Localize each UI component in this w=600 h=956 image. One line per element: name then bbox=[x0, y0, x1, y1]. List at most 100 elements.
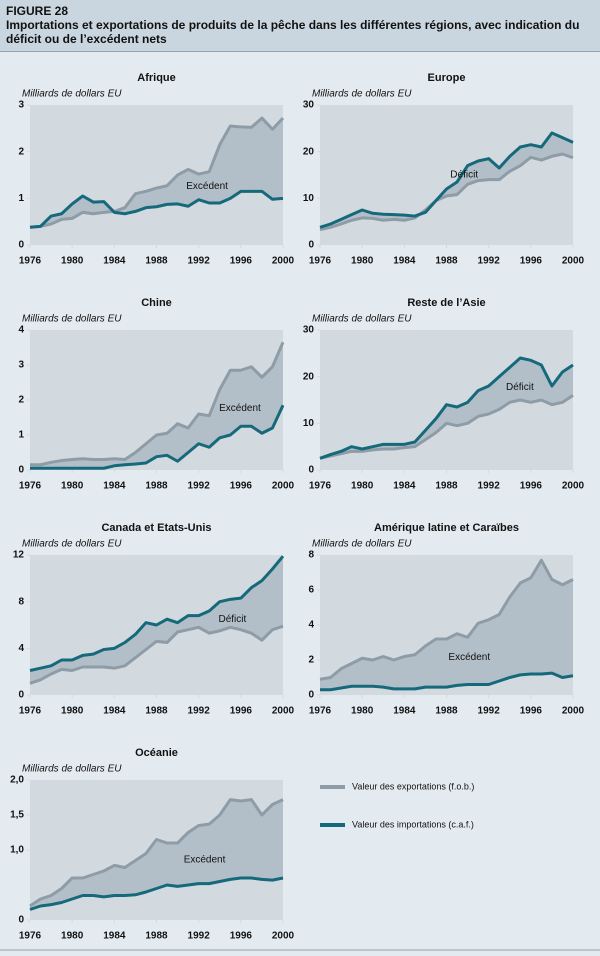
y-tick-label: 2,0 bbox=[10, 775, 24, 786]
annotation: Déficit bbox=[506, 382, 534, 393]
y-tick-label: 4 bbox=[18, 325, 24, 336]
y-tick-label: 0 bbox=[18, 240, 24, 251]
series-line bbox=[319, 558, 574, 681]
x-tick-label: 1992 bbox=[188, 931, 211, 942]
x-tick-label: 1992 bbox=[478, 706, 501, 717]
x-tick-label: 1996 bbox=[230, 256, 253, 267]
x-tick-label: 1988 bbox=[435, 706, 458, 717]
x-tick-label: 1976 bbox=[19, 706, 42, 717]
y-tick-label: 30 bbox=[303, 100, 315, 111]
gap-fill bbox=[320, 358, 573, 459]
x-tick-label: 1976 bbox=[19, 481, 42, 492]
y-axis-label: Milliards de dollars EU bbox=[312, 314, 412, 325]
series-line bbox=[319, 152, 574, 232]
x-tick-label: 1988 bbox=[435, 256, 458, 267]
x-tick-label: 1984 bbox=[103, 931, 126, 942]
x-tick-label: 1992 bbox=[188, 481, 211, 492]
x-tick-label: 1980 bbox=[61, 706, 84, 717]
chart-title: Océanie bbox=[135, 747, 178, 759]
x-tick-label: 1988 bbox=[145, 706, 168, 717]
y-tick-label: 10 bbox=[303, 193, 315, 204]
y-tick-label: 1 bbox=[18, 430, 24, 441]
annotation: Excédent bbox=[219, 403, 261, 414]
y-tick-label: 2 bbox=[18, 146, 24, 157]
y-axis-label: Milliards de dollars EU bbox=[22, 314, 122, 325]
x-tick-label: 1976 bbox=[19, 256, 42, 267]
x-tick-label: 2000 bbox=[562, 481, 585, 492]
x-tick-label: 1980 bbox=[351, 256, 374, 267]
y-tick-label: 2 bbox=[308, 655, 314, 666]
header: FIGURE 28 Importations et exportations d… bbox=[0, 0, 600, 52]
x-tick-label: 1980 bbox=[61, 256, 84, 267]
annotation: Excédent bbox=[448, 652, 490, 663]
x-tick-label: 1992 bbox=[188, 256, 211, 267]
x-tick-label: 1980 bbox=[351, 481, 374, 492]
x-tick-label: 2000 bbox=[272, 706, 295, 717]
y-tick-label: 8 bbox=[18, 596, 24, 607]
series-line bbox=[29, 189, 284, 229]
annotation: Déficit bbox=[219, 614, 247, 625]
series-line bbox=[319, 356, 574, 460]
series-line bbox=[29, 876, 284, 911]
x-tick-label: 1980 bbox=[351, 706, 374, 717]
x-tick-label: 1996 bbox=[230, 481, 253, 492]
y-tick-label: 0 bbox=[18, 465, 24, 476]
x-tick-label: 1988 bbox=[145, 931, 168, 942]
series-line bbox=[29, 798, 284, 908]
x-tick-label: 1984 bbox=[393, 481, 416, 492]
x-tick-label: 1976 bbox=[19, 931, 42, 942]
y-tick-label: 6 bbox=[308, 585, 314, 596]
legend-label: Valeur des exportations (f.o.b.) bbox=[352, 781, 474, 791]
y-axis-label: Milliards de dollars EU bbox=[22, 764, 122, 775]
x-tick-label: 1976 bbox=[309, 256, 332, 267]
chart-title: Amérique latine et Caraïbes bbox=[374, 522, 519, 534]
x-tick-label: 1988 bbox=[145, 481, 168, 492]
annotation: Excédent bbox=[184, 854, 226, 865]
y-tick-label: 4 bbox=[308, 620, 314, 631]
x-tick-label: 1996 bbox=[230, 706, 253, 717]
figure-title: Importations et exportations de produits… bbox=[6, 18, 580, 46]
series-line bbox=[30, 341, 285, 467]
chart-title: Afrique bbox=[137, 72, 176, 84]
x-tick-label: 1984 bbox=[103, 706, 126, 717]
x-tick-label: 2000 bbox=[272, 256, 295, 267]
plot-area bbox=[320, 105, 573, 245]
y-tick-label: 0 bbox=[308, 690, 314, 701]
y-tick-label: 3 bbox=[18, 360, 24, 371]
x-tick-label: 2000 bbox=[272, 931, 295, 942]
y-tick-label: 20 bbox=[303, 146, 315, 157]
gap-fill bbox=[30, 799, 283, 910]
chart-title: Europe bbox=[428, 72, 466, 84]
series-line bbox=[320, 671, 574, 692]
series-line bbox=[29, 555, 285, 672]
annotation: Excédent bbox=[186, 181, 228, 192]
y-tick-label: 0 bbox=[308, 465, 314, 476]
x-tick-label: 1996 bbox=[520, 706, 543, 717]
y-tick-label: 8 bbox=[308, 550, 314, 561]
y-tick-label: 1,0 bbox=[10, 845, 24, 856]
figure-label: FIGURE 28 bbox=[6, 4, 69, 18]
y-tick-label: 2 bbox=[18, 395, 24, 406]
x-tick-label: 1980 bbox=[61, 931, 84, 942]
series-line bbox=[30, 404, 285, 470]
x-tick-label: 1976 bbox=[309, 481, 332, 492]
x-tick-label: 1984 bbox=[393, 256, 416, 267]
y-tick-label: 20 bbox=[303, 371, 315, 382]
y-tick-label: 0 bbox=[18, 690, 24, 701]
y-tick-label: 0 bbox=[18, 915, 24, 926]
y-tick-label: 0 bbox=[308, 240, 314, 251]
x-tick-label: 1984 bbox=[393, 706, 416, 717]
annotation: Déficit bbox=[450, 170, 478, 181]
x-tick-label: 1996 bbox=[520, 481, 543, 492]
x-tick-label: 1976 bbox=[309, 706, 332, 717]
y-tick-label: 30 bbox=[303, 325, 315, 336]
x-tick-label: 2000 bbox=[562, 706, 585, 717]
x-tick-label: 1992 bbox=[478, 481, 501, 492]
chart-title: Reste de l’Asie bbox=[407, 297, 485, 309]
y-axis-label: Milliards de dollars EU bbox=[22, 89, 122, 100]
series-line bbox=[29, 624, 284, 685]
x-tick-label: 1988 bbox=[145, 256, 168, 267]
y-tick-label: 12 bbox=[13, 550, 25, 561]
y-axis-label: Milliards de dollars EU bbox=[312, 89, 412, 100]
